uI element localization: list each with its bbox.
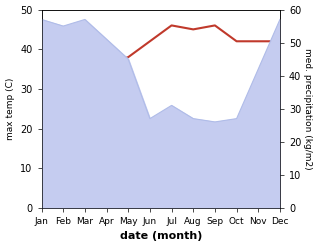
X-axis label: date (month): date (month) — [120, 231, 202, 242]
Y-axis label: max temp (C): max temp (C) — [5, 78, 15, 140]
Y-axis label: med. precipitation (kg/m2): med. precipitation (kg/m2) — [303, 48, 313, 169]
